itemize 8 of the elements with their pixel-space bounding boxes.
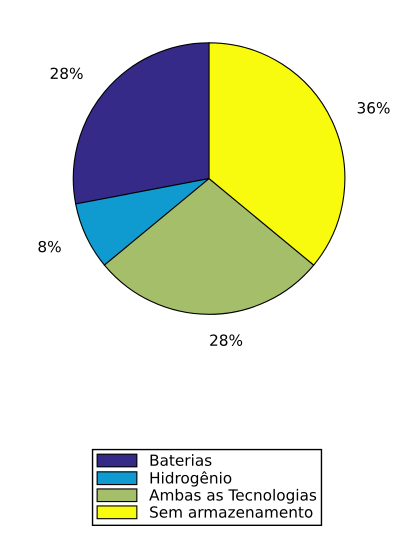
data-label: 28% (50, 68, 83, 80)
legend-label: Ambas as Tecnologias (149, 488, 316, 504)
data-label: 28% (210, 334, 242, 346)
legend-label: Sem armazenamento (150, 506, 312, 518)
legend-label: Hidrogênio (150, 471, 232, 487)
data-label: 8% (38, 240, 61, 252)
legend-label: Baterias (150, 454, 212, 466)
data-label: 36% (358, 102, 390, 114)
